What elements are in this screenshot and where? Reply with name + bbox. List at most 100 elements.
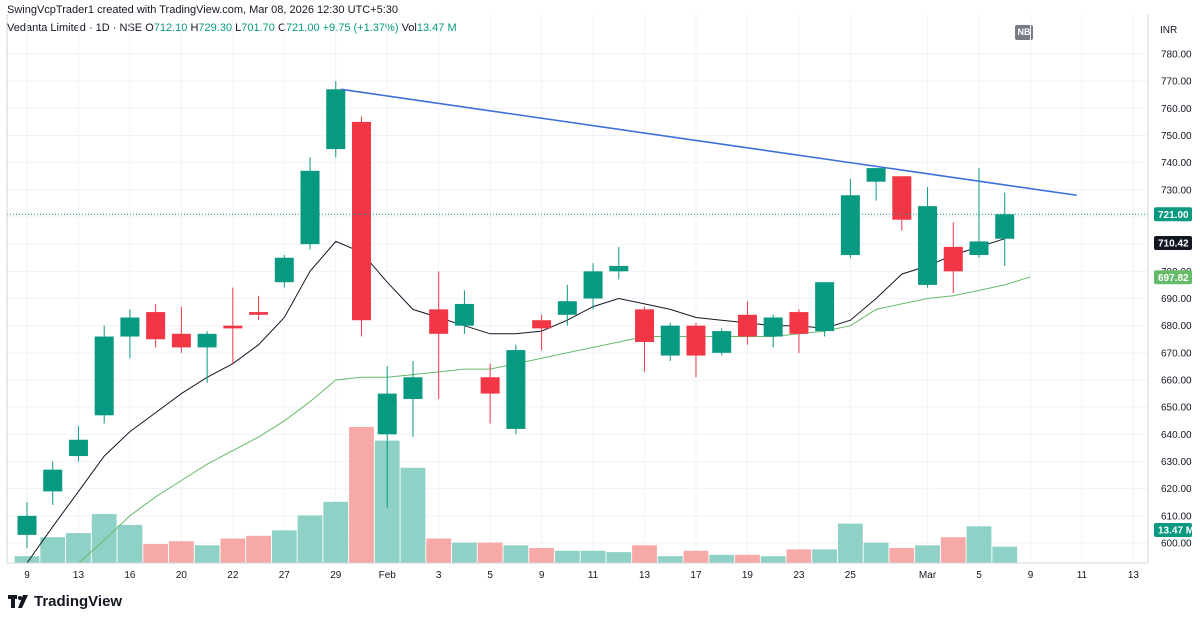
candle-down: [737, 314, 757, 337]
ohlc-legend: Vedanta Limited · 1D · NSE O712.10 H729.…: [7, 22, 457, 34]
volume-bar: [40, 537, 66, 563]
x-axis-tick-label: 9: [539, 570, 545, 581]
candle-down: [429, 309, 449, 334]
x-axis-tick-label: 22: [227, 570, 239, 581]
candle-up: [300, 170, 320, 245]
symbol-title[interactable]: Vedanta Limited · 1D · NSE: [7, 22, 143, 34]
candle-down: [635, 309, 655, 342]
y-axis-tick-label: 670.00: [1161, 348, 1192, 359]
x-axis-tick-label: 3: [436, 570, 442, 581]
volume-bar: [554, 550, 580, 563]
candle-up: [557, 301, 577, 315]
tradingview-logo[interactable]: TradingView: [8, 593, 122, 610]
volume-bar: [863, 542, 889, 563]
x-axis-tick-label: 17: [690, 570, 702, 581]
candle-up: [274, 257, 294, 283]
volume-bar: [632, 545, 657, 563]
candle-up: [68, 439, 88, 457]
open-label: O: [145, 22, 154, 34]
x-axis-tick-label: 9: [24, 570, 30, 581]
price-tag-label: 697.82: [1158, 273, 1189, 284]
low-label: L: [235, 22, 242, 34]
y-axis-tick-label: 660.00: [1161, 376, 1192, 387]
x-axis-tick-label: 23: [793, 570, 805, 581]
tradingview-logo-icon: [8, 594, 28, 608]
y-axis-tick-label: 750.00: [1161, 131, 1192, 142]
candle-up: [17, 515, 37, 535]
price-tag-label: 710.42: [1158, 239, 1189, 250]
volume-bar: [271, 530, 297, 563]
volume-bar: [786, 549, 812, 563]
candle-up: [326, 89, 346, 150]
y-axis-tick-label: 630.00: [1161, 457, 1192, 468]
currency-label[interactable]: INR: [1160, 25, 1178, 36]
candle-down: [171, 333, 191, 348]
volume-bar: [657, 556, 683, 563]
volume-bar: [580, 550, 606, 563]
volume-bar: [426, 538, 452, 563]
y-axis-tick-label: 620.00: [1161, 484, 1192, 495]
x-axis-tick-label: 13: [1128, 570, 1140, 581]
low-value: 701.70: [241, 22, 275, 34]
volume-bar: [297, 515, 323, 563]
x-axis-tick-label: 13: [639, 570, 651, 581]
volume-bar: [14, 556, 40, 563]
volume-bar: [503, 545, 529, 563]
close-value: 721.00: [285, 22, 320, 34]
volume-bar: [709, 554, 735, 563]
volume-bar: [992, 546, 1018, 563]
y-axis-tick-label: 650.00: [1161, 403, 1192, 414]
candle-down: [351, 121, 371, 321]
candle-up: [120, 317, 140, 337]
volume-bar: [400, 467, 426, 563]
open-value: 712.10: [153, 22, 188, 34]
volume-bar: [889, 548, 915, 563]
x-axis-tick-label: 16: [124, 570, 136, 581]
y-axis-tick-label: 760.00: [1161, 104, 1192, 115]
x-axis-tick-label: Mar: [919, 570, 937, 581]
y-axis-tick-label: 740.00: [1161, 158, 1192, 169]
candle-up: [866, 168, 886, 182]
moving-average-fast: [26, 238, 1005, 564]
candle-up: [969, 241, 989, 256]
y-axis-tick-label: 610.00: [1161, 511, 1192, 522]
volume-tag-bg: [1154, 523, 1192, 537]
candle-up: [454, 303, 474, 326]
price-tag-bg: [1154, 236, 1192, 251]
x-axis-tick-label: 5: [487, 570, 493, 581]
candle-down: [480, 377, 500, 394]
candle-up: [840, 195, 860, 256]
volume-bar: [168, 541, 194, 563]
credit-text: SwingVcpTrader1 created with TradingView…: [7, 4, 399, 16]
volume-bar: [529, 548, 554, 563]
volume-bar: [66, 533, 91, 563]
volume-bar: [606, 552, 632, 563]
nb-badge[interactable]: NB: [1015, 25, 1033, 40]
high-value: 729.30: [198, 22, 233, 34]
candle-up: [763, 317, 783, 337]
candle-up: [583, 271, 603, 299]
volume-bar: [837, 523, 863, 563]
candle-up: [660, 325, 680, 356]
y-axis-tick-label: 770.00: [1161, 77, 1192, 88]
volume-bar: [683, 550, 709, 563]
volume-bar: [966, 526, 992, 563]
x-axis-tick-label: 19: [742, 570, 754, 581]
candle-down: [892, 176, 912, 220]
candle-up: [403, 377, 423, 400]
volume-bar: [452, 542, 477, 563]
volume-tag-label: 13.47 M: [1158, 526, 1194, 537]
y-axis-tick-label: 680.00: [1161, 321, 1192, 332]
moving-average-slow: [52, 276, 1031, 564]
change-value: +9.75 (+1.37%): [322, 22, 399, 34]
volume-bar: [812, 549, 838, 563]
volume-value: 13.47 M: [416, 22, 457, 34]
volume-label: Vol: [401, 22, 417, 34]
volume-bar: [760, 556, 786, 563]
candle-up: [609, 265, 629, 272]
tradingview-logo-text: TradingView: [34, 593, 123, 610]
volume-bar: [940, 537, 966, 563]
x-axis-tick-label: 20: [176, 570, 188, 581]
